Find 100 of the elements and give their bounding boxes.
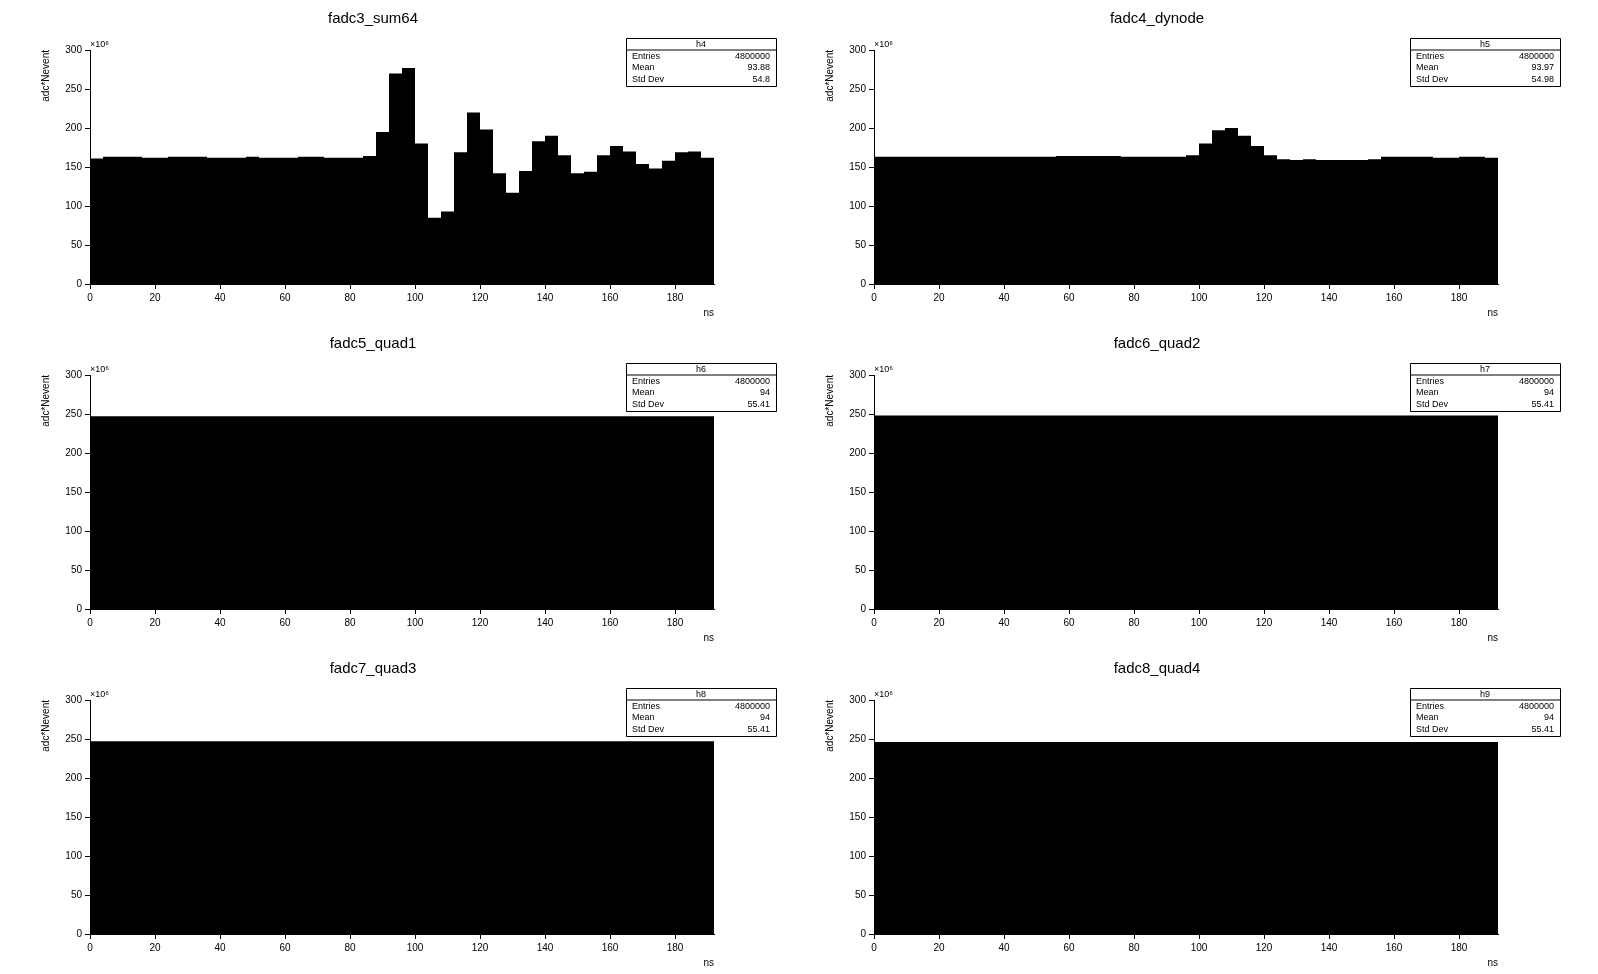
y-axis-title: adc*Nevent	[823, 699, 835, 752]
x-axis-title: ns	[1487, 631, 1498, 643]
text: ×10⁶	[874, 688, 894, 699]
x-tick-label: 20	[933, 941, 945, 953]
text: 4800000	[1518, 700, 1554, 711]
text: ×10⁶	[874, 363, 894, 374]
y-tick-label: 0	[860, 602, 867, 614]
y-tick-label: 250	[849, 407, 867, 419]
x-tick-label: 80	[1128, 291, 1140, 303]
x-tick-label: 140	[536, 616, 554, 628]
x-tick-label: 140	[536, 291, 554, 303]
y-tick-label: 100	[65, 199, 83, 211]
y-tick-label: 300	[849, 43, 867, 55]
y-tick-label: 300	[65, 693, 83, 705]
x-tick-label: 100	[406, 941, 424, 953]
text: 55.41	[747, 723, 770, 734]
x-tick-label: 60	[1063, 616, 1075, 628]
y-tick-label: 100	[65, 849, 83, 861]
chart-title: fadc6_quad2	[1113, 334, 1201, 352]
y-tick-label: 50	[854, 888, 867, 900]
x-axis-title: ns	[703, 306, 714, 318]
text: 4800000	[734, 700, 770, 711]
annotation: Mean	[1416, 62, 1439, 73]
chart-title: fadc3_sum64	[327, 9, 419, 27]
y-tick-label: 250	[65, 407, 83, 419]
x-tick-label: 80	[1128, 616, 1140, 628]
x-tick-label: 0	[871, 616, 878, 628]
x-axis-title: ns	[703, 956, 714, 968]
annotation: Entries	[632, 700, 661, 711]
text: 54.8	[752, 73, 770, 84]
x-tick-label: 0	[87, 941, 94, 953]
text: ×10⁶	[90, 38, 110, 49]
x-tick-label: 60	[279, 616, 291, 628]
annotation: Mean	[632, 387, 655, 398]
y-tick-label: 150	[849, 485, 867, 497]
y-axis-title: adc*Nevent	[823, 374, 835, 427]
text: h4	[695, 39, 707, 50]
x-tick-label: 160	[601, 616, 619, 628]
text: 4800000	[1518, 375, 1554, 386]
y-tick-label: 50	[854, 563, 867, 575]
x-tick-label: 80	[1128, 941, 1140, 953]
x-tick-label: 120	[471, 291, 489, 303]
annotation: Mean	[1416, 387, 1439, 398]
x-tick-label: 20	[149, 291, 161, 303]
annotation: Std Dev	[632, 398, 665, 409]
x-tick-label: 180	[1450, 941, 1468, 953]
text: ×10⁶	[874, 38, 894, 49]
text: 94	[759, 387, 770, 398]
annotation: Std Dev	[1416, 73, 1449, 84]
text: 93.88	[747, 62, 770, 73]
x-tick-label: 100	[1190, 941, 1208, 953]
y-tick-label: 0	[76, 277, 83, 289]
annotation: Entries	[632, 375, 661, 386]
y-tick-label: 100	[849, 199, 867, 211]
y-tick-label: 0	[860, 927, 867, 939]
x-axis-title: ns	[703, 631, 714, 643]
y-tick-label: 300	[65, 368, 83, 380]
x-tick-label: 0	[871, 941, 878, 953]
x-tick-label: 160	[1385, 616, 1403, 628]
y-tick-label: 300	[65, 43, 83, 55]
x-tick-label: 80	[344, 941, 356, 953]
text: 4800000	[734, 50, 770, 61]
y-tick-label: 250	[65, 732, 83, 744]
text: 4800000	[734, 375, 770, 386]
x-tick-label: 100	[406, 291, 424, 303]
y-tick-label: 50	[70, 888, 83, 900]
y-tick-label: 150	[65, 810, 83, 822]
y-axis-title: adc*Nevent	[39, 374, 51, 427]
annotation: Std Dev	[1416, 723, 1449, 734]
y-tick-label: 250	[65, 82, 83, 94]
x-tick-label: 140	[1320, 291, 1338, 303]
y-tick-label: 50	[70, 238, 83, 250]
chart-title: fadc8_quad4	[1113, 659, 1201, 677]
x-tick-label: 40	[998, 941, 1010, 953]
y-tick-label: 300	[849, 368, 867, 380]
chart-title: fadc4_dynode	[1109, 9, 1205, 27]
y-tick-label: 150	[65, 485, 83, 497]
annotation: Mean	[632, 62, 655, 73]
x-tick-label: 140	[1320, 941, 1338, 953]
annotation: Std Dev	[632, 723, 665, 734]
y-axis-title: adc*Nevent	[39, 49, 51, 102]
x-tick-label: 0	[87, 616, 94, 628]
x-tick-label: 100	[1190, 616, 1208, 628]
x-tick-label: 40	[214, 941, 226, 953]
y-tick-label: 100	[849, 849, 867, 861]
text: h8	[695, 689, 707, 700]
x-tick-label: 120	[1255, 941, 1273, 953]
text: 94	[1543, 712, 1554, 723]
annotation: Mean	[632, 712, 655, 723]
x-tick-label: 180	[666, 941, 684, 953]
x-tick-label: 20	[933, 616, 945, 628]
x-axis-title: ns	[1487, 306, 1498, 318]
x-tick-label: 120	[471, 616, 489, 628]
y-tick-label: 200	[849, 771, 867, 783]
y-tick-label: 200	[65, 446, 83, 458]
y-tick-label: 150	[849, 160, 867, 172]
x-tick-label: 0	[87, 291, 94, 303]
x-tick-label: 60	[1063, 941, 1075, 953]
x-tick-label: 180	[666, 291, 684, 303]
x-tick-label: 60	[279, 941, 291, 953]
